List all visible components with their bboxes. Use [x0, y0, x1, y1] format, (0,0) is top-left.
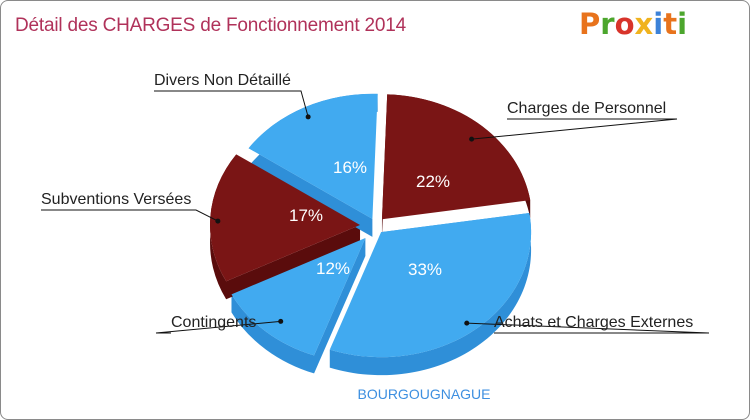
leader-line [41, 209, 219, 222]
leader-tip [305, 114, 311, 120]
pie-slice-side [210, 154, 361, 300]
category-label: Achats et Charges Externes [494, 314, 693, 331]
percent-labels: 22% 33% 12% 17% 16% [289, 158, 450, 279]
logo-letter: r [600, 7, 615, 41]
leader-lines [41, 90, 710, 334]
pie-slice [248, 93, 378, 219]
leader-line [471, 118, 678, 140]
leader-line [466, 322, 710, 334]
pie-slice-percent: 17% [289, 206, 323, 225]
pie-slice-side [231, 237, 366, 374]
pie-slice-percent: 16% [333, 158, 367, 177]
pie-slice-side [329, 213, 532, 376]
leader-tip [469, 136, 475, 142]
pie-slice [381, 94, 531, 220]
logo-letter: t [663, 7, 678, 41]
logo-letter: P [579, 7, 601, 41]
logo-letter: i [653, 7, 664, 41]
chart-title: Détail des CHARGES de Fonctionnement 201… [15, 15, 407, 36]
leader-line [155, 320, 281, 334]
leader-tip [464, 320, 470, 326]
pie-slice [329, 213, 532, 358]
category-labels: Charges de Personnel Achats et Charges Ex… [41, 72, 693, 331]
pie-tops [210, 93, 532, 358]
leader-tip [278, 318, 284, 324]
logo-letter: o [614, 7, 635, 41]
leader-tip [215, 218, 221, 224]
category-label: Contingents [171, 314, 256, 331]
logo-letter: i [677, 7, 688, 41]
category-label: Divers Non Détaillé [154, 72, 291, 89]
pie-slice [231, 237, 366, 356]
pie-slice-percent: 22% [416, 172, 450, 191]
leader-line [154, 90, 309, 117]
pie-slice [210, 154, 361, 282]
category-label: Charges de Personnel [507, 100, 666, 117]
pie-slice-percent: 12% [316, 259, 350, 278]
proxiti-logo: Proxiti [579, 7, 687, 41]
commune-name: BOURGOUGNAGUE [357, 386, 490, 402]
pie-slice-percent: 33% [408, 260, 442, 279]
logo-letter: x [634, 7, 654, 41]
category-label: Subventions Versées [41, 191, 191, 208]
